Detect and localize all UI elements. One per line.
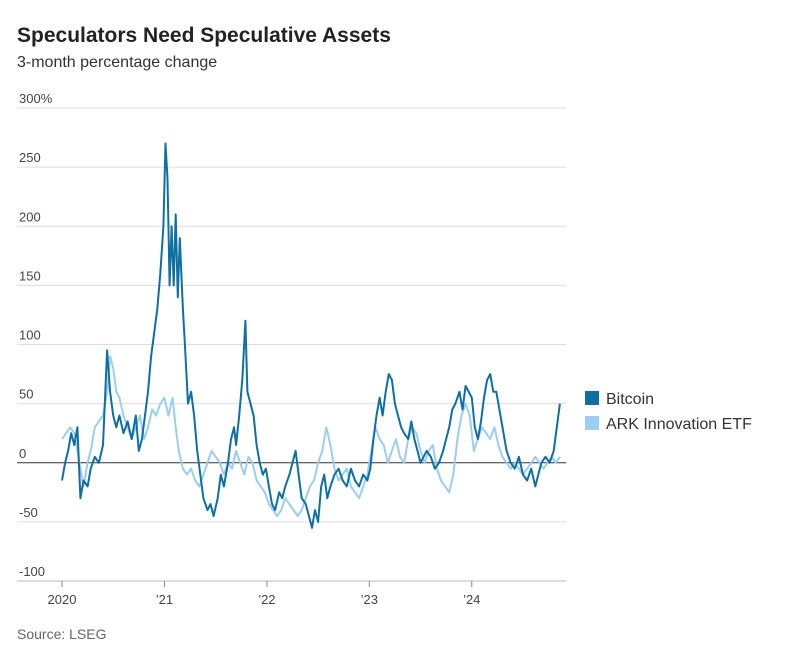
- source-note: Source: LSEG: [17, 626, 107, 642]
- x-tick-label: ’24: [463, 592, 480, 607]
- y-tick-label: 0: [19, 446, 26, 461]
- series-line: [61, 142, 561, 529]
- legend-swatch: [585, 391, 599, 405]
- x-tick-label: 2020: [48, 592, 77, 607]
- y-tick-label: 50: [19, 387, 33, 402]
- x-tick-label: ’22: [258, 592, 275, 607]
- legend-label: Bitcoin: [606, 391, 654, 408]
- legend-label: ARK Innovation ETF: [606, 416, 752, 433]
- x-tick-label: ’21: [156, 592, 173, 607]
- chart-subtitle: 3-month percentage change: [17, 54, 217, 71]
- y-tick-label: 300%: [19, 91, 53, 106]
- y-tick-label: 100: [19, 328, 41, 343]
- legend-swatch: [585, 416, 599, 430]
- y-tick-label: 250: [19, 150, 41, 165]
- x-tick-label: ’23: [361, 592, 378, 607]
- series-line: [61, 355, 561, 517]
- y-tick-label: -50: [19, 505, 38, 520]
- y-tick-label: 200: [19, 209, 41, 224]
- chart-title: Speculators Need Speculative Assets: [17, 24, 391, 47]
- y-tick-label: 150: [19, 268, 41, 283]
- y-tick-label: -100: [19, 564, 45, 579]
